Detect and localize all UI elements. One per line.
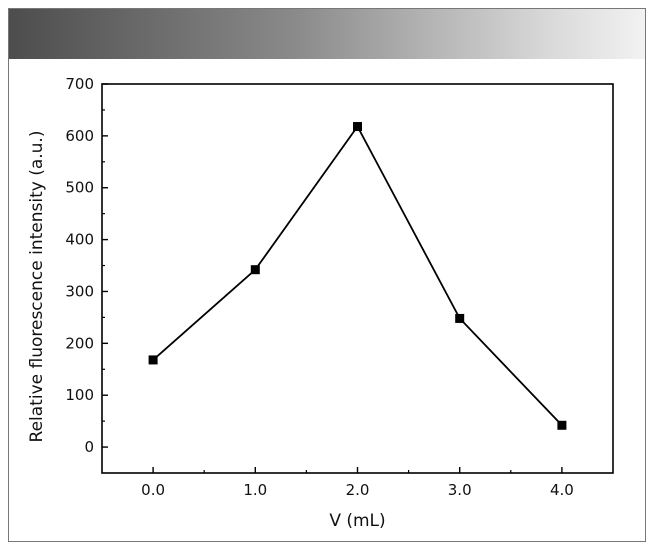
ticks [102, 83, 563, 473]
plot-border [101, 83, 614, 474]
x-tick-label: 0.0 [141, 481, 165, 499]
x-axis-title: V (mL) [329, 511, 385, 531]
y-tick-label: 600 [65, 127, 94, 145]
y-tick-label: 700 [65, 75, 94, 93]
x-tick-label: 4.0 [550, 481, 574, 499]
tick-labels: 0 100 200 300 400 500 600 700 0.0 1.0 2.0 3.0 4.0 [65, 75, 573, 499]
y-tick-label: 300 [65, 282, 94, 300]
series-line [152, 124, 563, 426]
figure-frame: 0 100 200 300 400 500 600 700 0.0 1.0 2.0 3.0 4.0 V … [8, 8, 646, 542]
markers-layer [148, 122, 567, 430]
y-tick-label: 0 [84, 438, 94, 456]
y-tick-label: 100 [65, 386, 94, 404]
data-point-marker [557, 420, 567, 430]
data-point-marker [148, 355, 158, 365]
data-point-marker [455, 313, 465, 323]
axes [101, 83, 614, 474]
y-tick-label: 400 [65, 231, 94, 249]
y-tick-label: 500 [65, 179, 94, 197]
x-tick-label: 3.0 [448, 481, 472, 499]
y-axis-title: Relative fluorescence intensity (a.u.) [27, 131, 47, 443]
line-chart: 0 100 200 300 400 500 600 700 0.0 1.0 2.0 3.0 4.0 V … [27, 75, 614, 531]
x-tick-label: 1.0 [243, 481, 267, 499]
header-gradient-band [9, 9, 645, 59]
x-tick-label: 2.0 [346, 481, 370, 499]
y-tick-label: 200 [65, 334, 94, 352]
series-layer [152, 124, 563, 426]
data-point-marker [250, 265, 260, 275]
data-point-marker [353, 122, 362, 132]
